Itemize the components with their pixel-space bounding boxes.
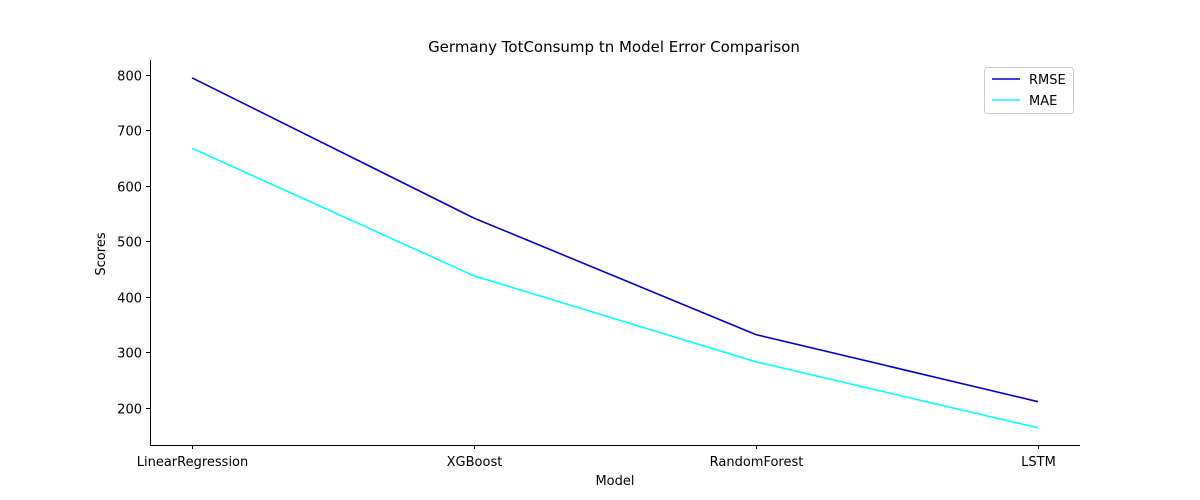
x-tick-label: LSTM: [1021, 455, 1056, 470]
legend: RMSE MAE: [984, 67, 1074, 114]
x-axis-ticks: LinearRegression XGBoost RandomForest LSTM: [137, 445, 1056, 470]
y-tick-label: 400: [117, 292, 142, 307]
series-lines: [191, 77, 1039, 429]
y-tick-label: 200: [117, 403, 142, 418]
y-axis-ticks: 200 300 400 500 600 700 800: [117, 70, 150, 418]
x-tick-label: LinearRegression: [137, 455, 249, 470]
y-axis-title: Scores: [94, 232, 109, 275]
series-line-rmse: [191, 77, 1039, 403]
y-tick-label: 700: [117, 125, 142, 140]
y-tick-label: 800: [117, 70, 142, 85]
y-tick-label: 500: [117, 236, 142, 251]
x-axis-title: Model: [595, 474, 634, 489]
chart-title: Germany TotConsump tn Model Error Compar…: [428, 38, 800, 56]
legend-label-rmse: RMSE: [1029, 73, 1066, 88]
x-tick-label: XGBoost: [447, 455, 503, 470]
series-line-mae: [191, 147, 1039, 429]
legend-label-mae: MAE: [1029, 94, 1057, 109]
y-tick-label: 300: [117, 347, 142, 362]
x-tick-label: RandomForest: [710, 455, 804, 470]
y-tick-label: 600: [117, 181, 142, 196]
